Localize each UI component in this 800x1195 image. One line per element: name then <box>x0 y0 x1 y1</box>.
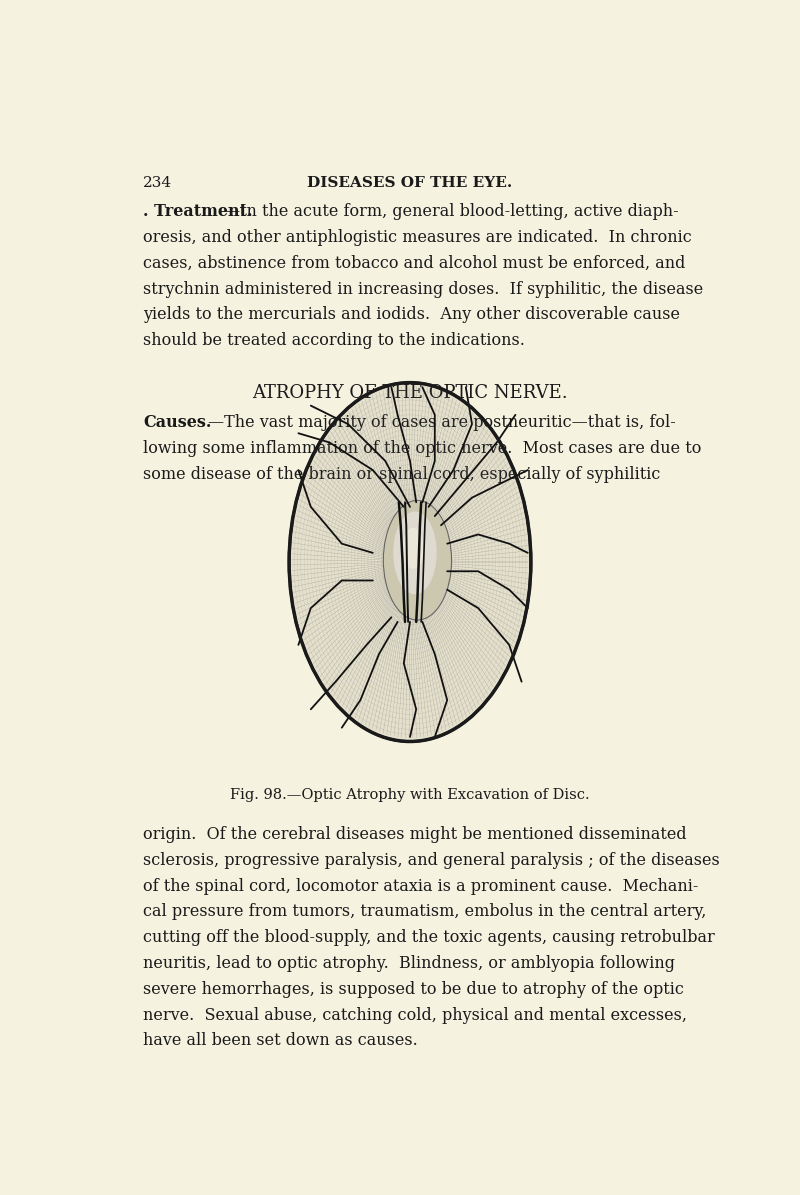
Text: should be treated according to the indications.: should be treated according to the indic… <box>143 332 526 349</box>
Text: sclerosis, progressive paralysis, and general paralysis ; of the diseases: sclerosis, progressive paralysis, and ge… <box>143 852 720 869</box>
Text: . Treatment.: . Treatment. <box>143 203 253 220</box>
Text: cutting off the blood-supply, and the toxic agents, causing retrobulbar: cutting off the blood-supply, and the to… <box>143 930 715 946</box>
Text: strychnin administered in increasing doses.  If syphilitic, the disease: strychnin administered in increasing dos… <box>143 281 704 298</box>
Text: nerve.  Sexual abuse, catching cold, physical and mental excesses,: nerve. Sexual abuse, catching cold, phys… <box>143 1006 687 1023</box>
Ellipse shape <box>383 501 451 620</box>
Ellipse shape <box>394 511 437 594</box>
Text: cases, abstinence from tobacco and alcohol must be enforced, and: cases, abstinence from tobacco and alcoh… <box>143 255 686 271</box>
Text: lowing some inflammation of the optic nerve.  Most cases are due to: lowing some inflammation of the optic ne… <box>143 440 702 458</box>
Text: cal pressure from tumors, traumatism, embolus in the central artery,: cal pressure from tumors, traumatism, em… <box>143 903 706 920</box>
Text: oresis, and other antiphlogistic measures are indicated.  In chronic: oresis, and other antiphlogistic measure… <box>143 229 692 246</box>
Text: origin.  Of the cerebral diseases might be mentioned disseminated: origin. Of the cerebral diseases might b… <box>143 826 687 844</box>
Text: some disease of the brain or spinal cord, especially of syphilitic: some disease of the brain or spinal cord… <box>143 466 661 483</box>
Text: severe hemorrhages, is supposed to be due to atrophy of the optic: severe hemorrhages, is supposed to be du… <box>143 981 684 998</box>
Text: —In the acute form, general blood-letting, active diaph-: —In the acute form, general blood-lettin… <box>224 203 678 220</box>
Text: Causes.: Causes. <box>143 415 212 431</box>
Text: ATROPHY OF THE OPTIC NERVE.: ATROPHY OF THE OPTIC NERVE. <box>252 384 568 402</box>
Text: DISEASES OF THE EYE.: DISEASES OF THE EYE. <box>307 176 513 190</box>
Ellipse shape <box>402 527 424 569</box>
Text: of the spinal cord, locomotor ataxia is a prominent cause.  Mechani-: of the spinal cord, locomotor ataxia is … <box>143 877 698 895</box>
Text: Fig. 98.—Optic Atrophy with Excavation of Disc.: Fig. 98.—Optic Atrophy with Excavation o… <box>230 788 590 802</box>
Text: yields to the mercurials and iodids.  Any other discoverable cause: yields to the mercurials and iodids. Any… <box>143 306 680 324</box>
Text: —The vast majority of cases are postneuritic—that is, fol-: —The vast majority of cases are postneur… <box>209 415 676 431</box>
Text: have all been set down as causes.: have all been set down as causes. <box>143 1032 418 1049</box>
Text: neuritis, lead to optic atrophy.  Blindness, or amblyopia following: neuritis, lead to optic atrophy. Blindne… <box>143 955 675 972</box>
Text: 234: 234 <box>143 176 173 190</box>
Circle shape <box>289 382 531 741</box>
